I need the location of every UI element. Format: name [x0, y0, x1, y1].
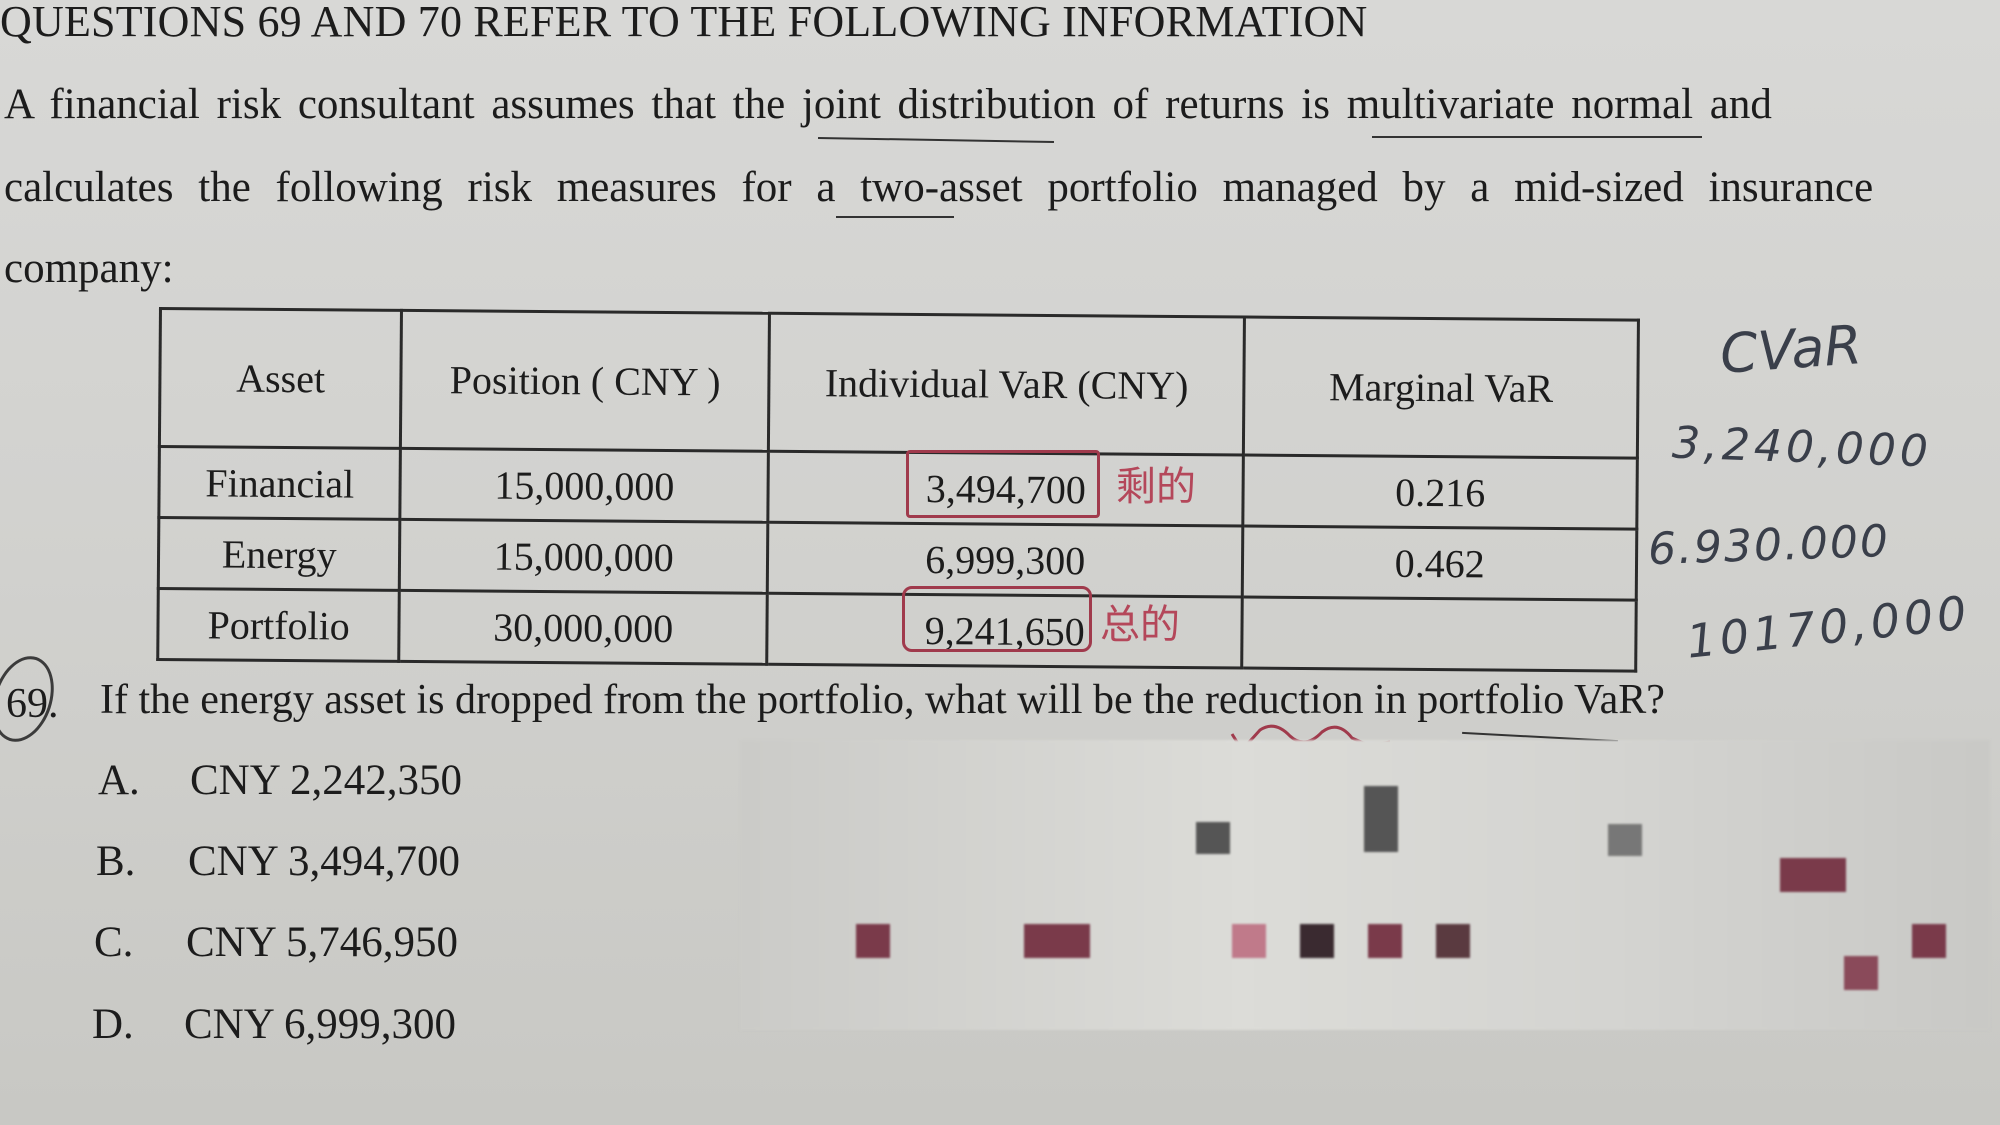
pen-underline	[1372, 136, 1702, 138]
option-letter: C.	[94, 919, 134, 966]
handwritten-value: 3,240,000	[1671, 417, 1933, 478]
option-letter: A.	[98, 757, 140, 804]
handwritten-cvar-label: CVaR	[1717, 313, 1864, 386]
table-cell: 0.216	[1243, 455, 1638, 530]
redaction-mosaic	[740, 740, 1990, 1030]
answer-option-a[interactable]: A. CNY 2,242,350	[98, 756, 462, 805]
answer-option-b[interactable]: B. CNY 3,494,700	[96, 837, 460, 886]
option-text: CNY 6,999,300	[184, 1001, 456, 1048]
table-row: Energy 15,000,000 6,999,300 0.462	[158, 517, 1637, 601]
risk-measures-table: Asset Position ( CNY ) Individual VaR (C…	[156, 307, 1640, 673]
handwritten-value: 6.930.000	[1647, 515, 1891, 576]
table-header-cell: Individual VaR (CNY)	[768, 313, 1245, 456]
table-header-cell: Position ( CNY )	[400, 310, 770, 452]
answer-option-c[interactable]: C. CNY 5,746,950	[94, 918, 458, 967]
handwritten-note-remaining: 剩的	[1116, 464, 1196, 510]
question-number: 69.	[6, 681, 59, 727]
table-cell: Energy	[158, 517, 401, 591]
option-text: CNY 5,746,950	[186, 919, 458, 966]
option-letter: D.	[92, 1001, 134, 1048]
red-pen-box	[906, 450, 1100, 518]
red-pen-box	[902, 586, 1092, 652]
option-letter: B.	[96, 838, 136, 885]
table-cell: Portfolio	[157, 588, 400, 662]
intro-line-1: A financial risk consultant assumes that…	[4, 81, 1772, 128]
table-cell: 15,000,000	[399, 519, 768, 594]
table-header-cell: Asset	[159, 308, 402, 449]
answer-option-d[interactable]: D. CNY 6,999,300	[92, 1000, 456, 1049]
section-header: QUESTIONS 69 AND 70 REFER TO THE FOLLOWI…	[0, 0, 1368, 46]
table-header-row: Asset Position ( CNY ) Individual VaR (C…	[159, 308, 1639, 459]
table-cell	[1242, 597, 1637, 672]
pen-underline	[818, 136, 1054, 144]
intro-line-2: calculates the following risk measures f…	[4, 164, 1874, 211]
handwritten-note-total: 总的	[1100, 602, 1180, 648]
table-cell: Financial	[158, 446, 401, 520]
pen-underline	[836, 216, 954, 218]
table-cell: 15,000,000	[400, 448, 769, 523]
table-header-cell: Marginal VaR	[1243, 317, 1639, 459]
question-text: If the energy asset is dropped from the …	[100, 677, 1665, 723]
table-cell: 30,000,000	[399, 590, 768, 665]
option-text: CNY 2,242,350	[190, 757, 462, 804]
table-row: Financial 15,000,000 3,494,700 0.216	[158, 446, 1638, 530]
table-cell: 0.462	[1242, 526, 1637, 601]
table-row: Portfolio 30,000,000 9,241,650	[157, 588, 1637, 672]
handwritten-value: 10170,000	[1683, 585, 1973, 669]
intro-line-3: company:	[4, 245, 174, 292]
option-text: CNY 3,494,700	[188, 838, 460, 885]
